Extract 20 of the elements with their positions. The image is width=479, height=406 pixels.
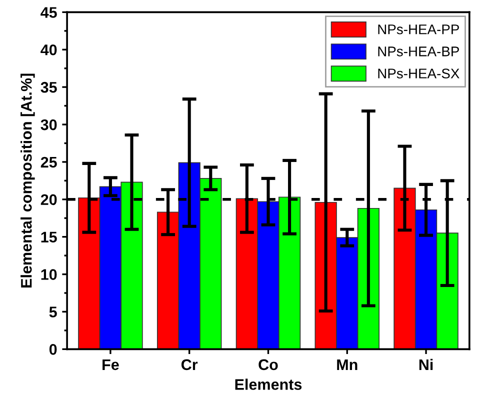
y-tick-label: 10 <box>41 269 57 280</box>
y-tick-label: 0 <box>49 344 57 355</box>
y-tick-label: 35 <box>40 82 57 93</box>
legend-label: NPs-HEA-SX <box>378 68 460 78</box>
y-tick-label: 15 <box>41 232 57 243</box>
y-tick-label: 5 <box>49 306 57 318</box>
legend-label: NPs-HEA-BP <box>378 46 459 56</box>
x-tick-label: Cr <box>181 359 198 370</box>
y-tick-label: 30 <box>40 119 57 130</box>
x-tick-label: Co <box>258 359 278 370</box>
y-tick-label: 20 <box>40 194 57 206</box>
y-tick-label: 25 <box>40 156 57 168</box>
x-tick-label: Fe <box>102 359 119 370</box>
y-tick-label: 40 <box>40 44 57 56</box>
legend-label: NPs-HEA-PP <box>378 24 459 34</box>
x-tick-label: Mn <box>337 359 358 370</box>
y-axis-title: Elemental composition [At.%] <box>20 74 35 288</box>
y-tick-label: 45 <box>40 7 57 18</box>
x-tick-label: Ni <box>419 358 433 370</box>
x-axis-title: Elements <box>235 378 302 390</box>
